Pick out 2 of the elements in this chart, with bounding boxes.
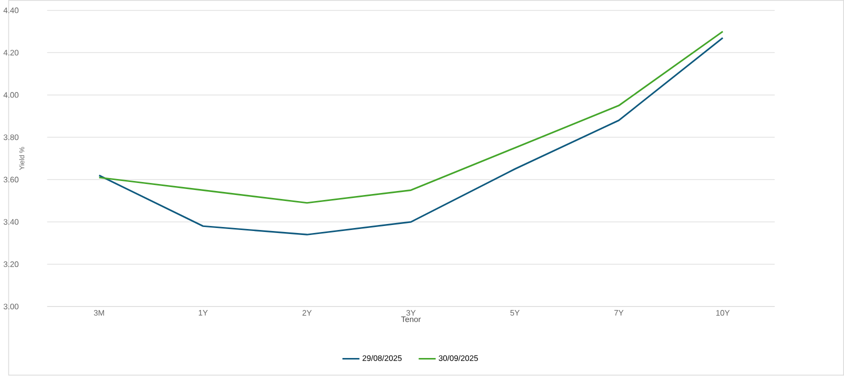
line-series: [98, 30, 724, 204]
line-series: [98, 37, 724, 236]
